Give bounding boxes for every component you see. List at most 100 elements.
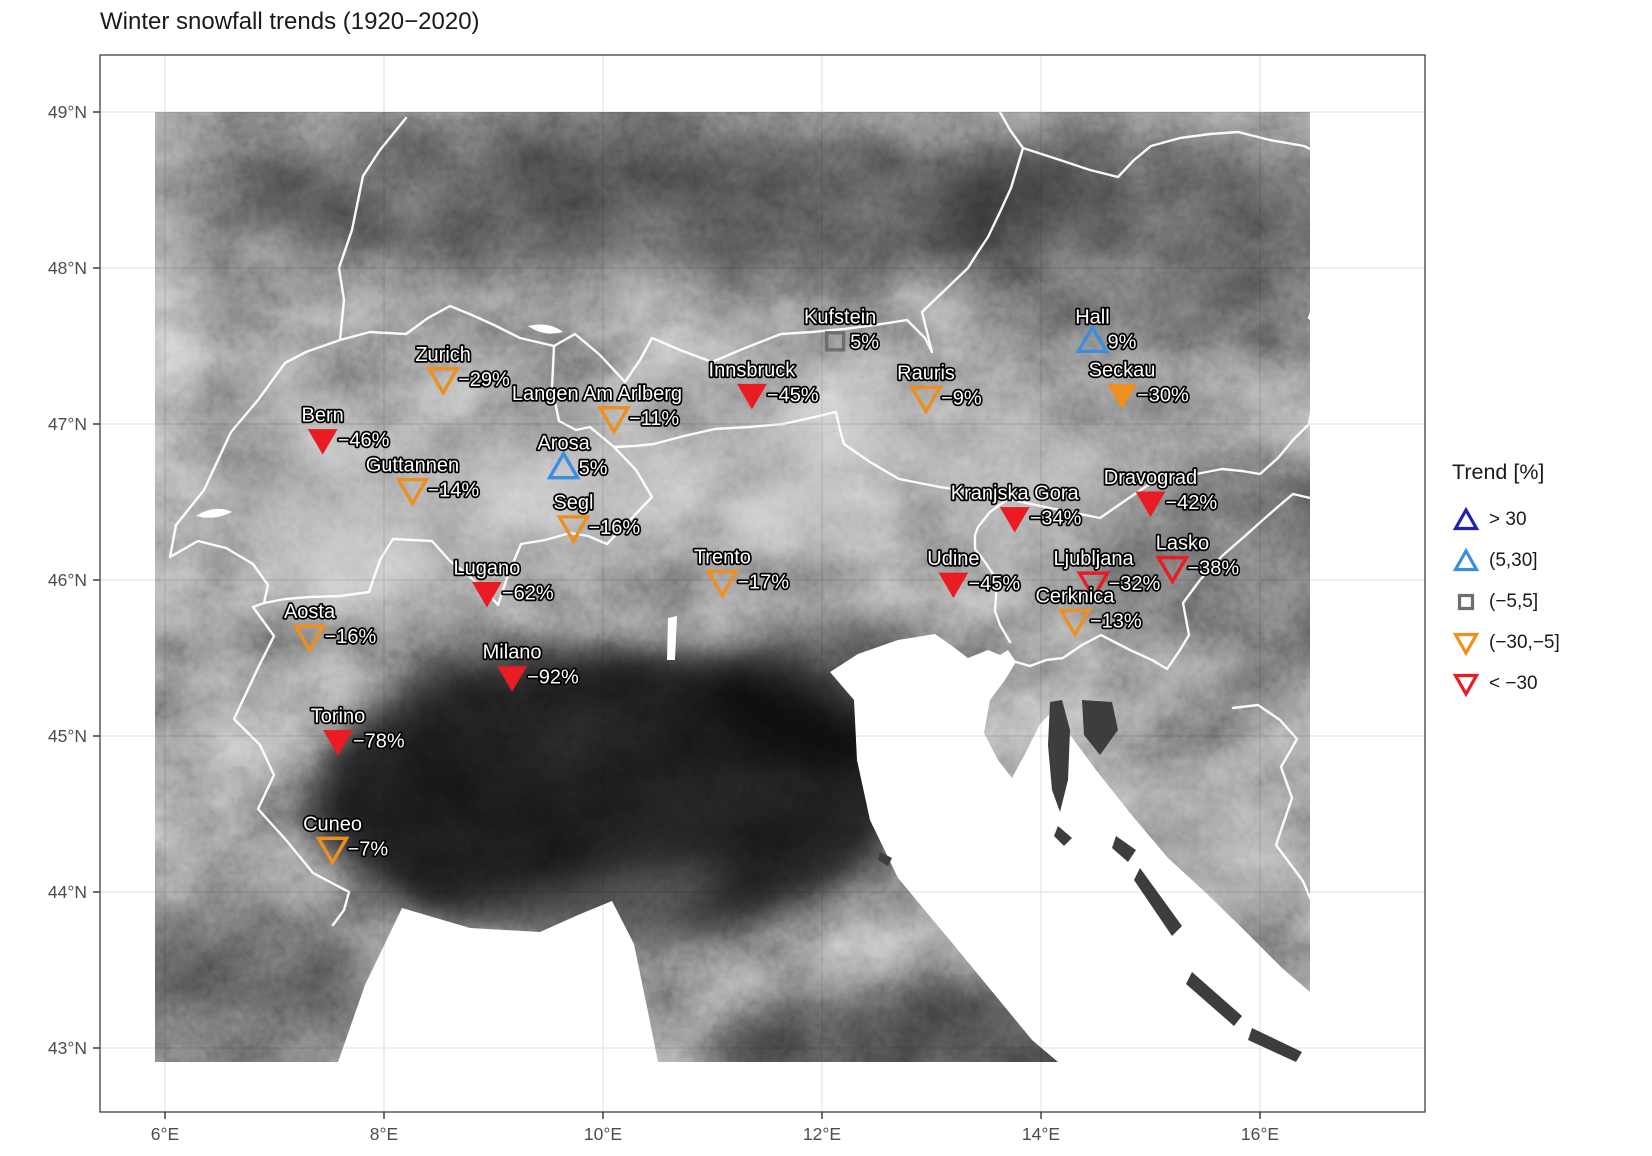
station-innsbruck: Innsbruck −45% (707, 358, 821, 410)
station-value-udine: −45% (968, 573, 1020, 595)
lakes (196, 324, 677, 660)
station-marker-bern (307, 429, 338, 455)
panel-border (99, 54, 1426, 1113)
adriatic-islands (878, 700, 1302, 1062)
station-value-aosta: −16% (325, 626, 377, 648)
station-torino: Torino −78% (309, 704, 407, 756)
legend-title: Trend [%] (1452, 460, 1545, 484)
station-name-cuneo: Cuneo (303, 813, 362, 835)
station-value-langen-am-arlberg: −11% (629, 408, 679, 430)
station-milano: Milano −92% (481, 640, 581, 692)
station-name-arosa: Arosa (537, 433, 590, 455)
station-marker-hall (1075, 323, 1110, 354)
station-marker-lugano (472, 581, 502, 608)
station-name-segl: Segl (553, 492, 593, 514)
legend-item-label: > 30 (1489, 508, 1527, 530)
station-marker-kranjska-gora (999, 507, 1030, 533)
station-marker-guttannen (395, 477, 430, 507)
station-trento: Trento −17% (692, 545, 791, 599)
legend-items: > 30 (5,30] (−5,5] (−30,−5] < −30 (1452, 499, 1652, 704)
station-value-ljubljana: −32% (1109, 573, 1161, 595)
station-arosa: Arosa 5% (536, 431, 610, 481)
station-value-lasko: −38% (1187, 558, 1239, 580)
station-dravograd: Dravograd −42% (1102, 465, 1219, 517)
station-kufstein: Kufstein 5% (802, 305, 881, 355)
station-name-aosta: Aosta (284, 601, 336, 623)
station-marker-torino (323, 730, 353, 756)
station-name-cerknica: Cerknica (1035, 586, 1115, 608)
y-tick-label-46: 46°N (48, 570, 87, 590)
border-cz-at (1021, 130, 1310, 179)
station-name-dravograd: Dravograd (1104, 467, 1197, 489)
y-tick-label-44: 44°N (48, 882, 87, 902)
station-marker-aosta (292, 624, 327, 654)
station-seckau: Seckau −30% (1087, 358, 1191, 410)
legend-item--30-5-: (−30,−5] (1452, 622, 1652, 663)
station-guttannen: Guttannen −14% (364, 453, 481, 507)
x-tick-label-10: 10°E (584, 1124, 622, 1144)
station-name-lasko: Lasko (1156, 533, 1209, 555)
station-value-kranjska-gora: −34% (1030, 508, 1082, 530)
triangle-down-icon (1452, 673, 1480, 697)
station-value-cerknica: −13% (1090, 611, 1142, 633)
stations-layer: Zurich −29% Bern −46% Guttannen −14% Langen Am… (282, 305, 1241, 866)
terrain-raster (155, 112, 1310, 1062)
station-zurich: Zurich −29% (414, 342, 512, 397)
legend-item-label: (−30,−5] (1489, 631, 1560, 653)
legend-item--30: > 30 (1452, 499, 1652, 540)
station-name-trento: Trento (694, 547, 751, 569)
axis-ticks: 6°E 8°E 10°E 12°E 14°E 16°E 49°N 48°N 47°N 46°N 45… (48, 102, 1279, 1144)
station-marker-trento (705, 569, 740, 599)
triangle-up-icon (1452, 547, 1480, 571)
station-value-trento: −17% (737, 572, 789, 594)
sea-layer (196, 324, 1310, 1062)
x-tick-label-12: 12°E (803, 1124, 841, 1144)
legend-item--5-30-: (5,30] (1452, 540, 1652, 581)
station-marker-innsbruck (737, 383, 767, 410)
station-value-rauris: −9% (941, 387, 982, 409)
lake-constance (528, 324, 563, 334)
triangle-up-icon (1452, 506, 1480, 530)
border-west-fr-it (168, 116, 408, 927)
station-marker-langen-am-arlberg (596, 406, 631, 436)
x-tick-label-6: 6°E (151, 1124, 179, 1144)
station-kranjska-gora: Kranjska Gora −34% (949, 481, 1083, 533)
legend-item-label: (5,30] (1489, 549, 1538, 571)
station-marker-cuneo (315, 836, 350, 866)
station-name-seckau: Seckau (1089, 359, 1156, 381)
country-borders (168, 112, 1310, 927)
station-value-innsbruck: −45% (767, 384, 819, 406)
lake-geneva (196, 508, 232, 518)
station-marker-dravograd (1135, 491, 1166, 517)
border-si-it (973, 497, 1012, 644)
station-value-dravograd: −42% (1166, 492, 1218, 514)
station-value-arosa: 5% (579, 458, 608, 480)
station-rauris: Rauris −9% (895, 361, 984, 415)
x-tick-label-14: 14°E (1022, 1124, 1060, 1144)
station-marker-lasko (1155, 555, 1190, 585)
station-value-segl: −16% (588, 517, 640, 539)
station-cuneo: Cuneo −7% (301, 812, 390, 866)
y-tick-label-47: 47°N (48, 414, 87, 434)
station-name-langen-am-arlberg: Langen Am Arlberg (512, 383, 682, 405)
station-value-hall: 9% (1107, 331, 1136, 353)
triangle-down-icon (1452, 632, 1480, 656)
station-value-milano: −92% (527, 667, 579, 689)
station-name-guttannen: Guttannen (366, 455, 459, 477)
station-name-innsbruck: Innsbruck (709, 359, 797, 381)
station-marker-segl (556, 515, 591, 545)
border-si-hr (1014, 492, 1310, 671)
station-value-torino: −78% (353, 731, 405, 753)
border-hr-ba (1231, 703, 1310, 900)
y-tick-label-43: 43°N (48, 1038, 87, 1058)
station-value-kufstein: 5% (850, 331, 879, 353)
station-marker-kufstein (824, 331, 846, 352)
chart-title: Winter snowfall trends (1920−2020) (100, 8, 480, 35)
station-name-kranjska-gora: Kranjska Gora (951, 483, 1080, 505)
station-value-zurich: −29% (458, 369, 510, 391)
station-langen-am-arlberg: Langen Am Arlberg −11% (510, 381, 684, 436)
station-marker-arosa (546, 450, 581, 480)
station-name-zurich: Zurich (415, 344, 471, 366)
legend-item-label: (−5,5] (1489, 590, 1539, 612)
